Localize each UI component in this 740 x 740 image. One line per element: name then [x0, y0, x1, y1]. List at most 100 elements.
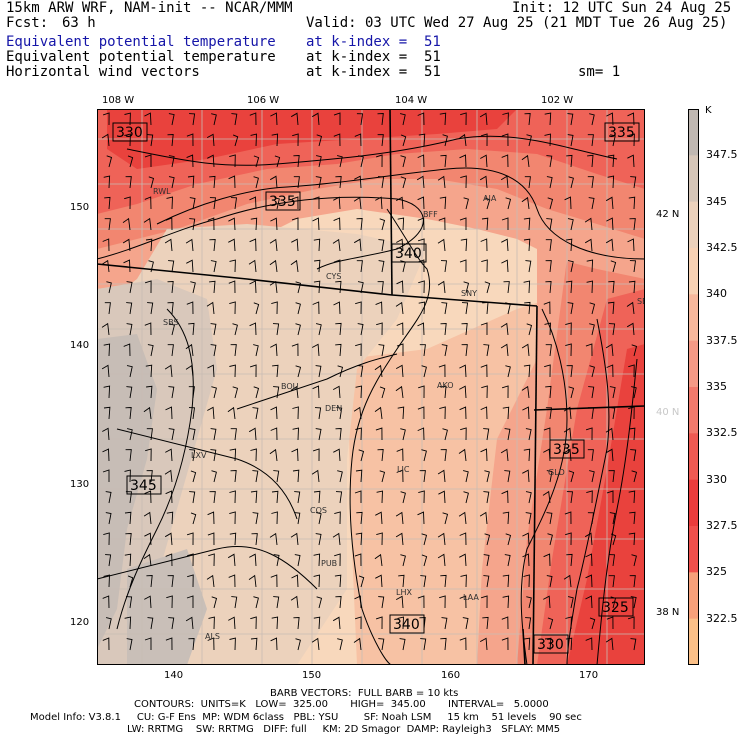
wind-barb: [270, 427, 278, 441]
wind-barb: [483, 344, 490, 357]
wind-barb: [106, 281, 112, 294]
wind-barb: [501, 217, 509, 230]
colorbar-segment: [688, 479, 699, 527]
wind-barb: [249, 280, 257, 294]
wind-barb: [333, 133, 341, 147]
wind-barb: [332, 385, 341, 399]
wind-barb: [546, 470, 553, 483]
wind-barb: [333, 259, 341, 273]
wind-barb: [335, 280, 342, 294]
wind-barb: [396, 322, 404, 336]
wind-barb: [501, 238, 509, 252]
wind-barb: [504, 554, 511, 567]
wind-barb: [270, 112, 278, 126]
wind-barb: [440, 449, 447, 462]
lat-label-38n: 38 N: [656, 607, 680, 618]
wind-barb: [144, 112, 152, 126]
wind-barb: [353, 637, 362, 651]
wind-barb: [502, 595, 510, 609]
wind-barb: [587, 176, 594, 189]
wind-barb: [269, 448, 278, 462]
wind-barb: [313, 616, 321, 630]
wind-barb: [522, 406, 530, 420]
wind-barb: [271, 511, 278, 525]
wind-barb: [336, 407, 343, 420]
wind-barb: [103, 385, 111, 399]
wind-barb: [270, 637, 278, 651]
wind-barb: [547, 197, 554, 210]
wind-barb: [295, 638, 301, 651]
wind-barb: [585, 553, 593, 567]
wind-barb: [440, 260, 448, 273]
wind-barb: [164, 469, 173, 483]
wind-barb: [185, 616, 194, 630]
wind-barb: [546, 176, 553, 189]
wind-barb: [148, 260, 154, 273]
wind-barb: [144, 154, 152, 167]
wind-barb: [315, 176, 322, 189]
field-name-2: Equivalent potential temperature: [6, 49, 276, 65]
wind-barb: [228, 616, 236, 630]
smoothing-value: sm= 1: [578, 64, 621, 80]
lon-label-108w: 108 W: [102, 95, 135, 106]
wind-barb: [500, 322, 509, 336]
wind-barb: [231, 596, 238, 609]
wind-barb: [374, 364, 383, 378]
colorbar-label: 335: [706, 380, 727, 393]
wind-barb: [357, 281, 364, 294]
wind-barb: [354, 616, 362, 630]
wind-barb: [189, 491, 196, 504]
wind-barb: [312, 448, 320, 462]
wind-barb: [400, 491, 406, 504]
wind-barb: [526, 596, 532, 609]
wind-barb: [312, 217, 320, 231]
wind-barb: [166, 595, 173, 609]
wind-barb: [606, 112, 614, 126]
wind-barb: [188, 638, 195, 651]
wind-barb: [290, 385, 299, 399]
city-sbe: SBE: [637, 297, 645, 306]
field-level-1: at k-index = 51: [306, 34, 441, 50]
wind-barb: [378, 239, 385, 252]
wind-barb: [565, 532, 572, 546]
wind-barb: [209, 175, 216, 189]
wind-barb: [271, 490, 279, 504]
wind-barb: [626, 301, 635, 315]
wind-barb: [228, 175, 236, 189]
city-ako: AKO: [437, 381, 454, 390]
wind-barb: [544, 364, 551, 378]
field-level-3: at k-index = 51: [306, 64, 441, 80]
wind-barb: [610, 533, 617, 546]
wind-barb: [106, 155, 113, 168]
city-aia: AIA: [483, 194, 497, 203]
wind-barb: [584, 532, 593, 546]
contour-label-325-se: 325: [598, 597, 634, 617]
wind-barb: [417, 154, 425, 168]
wind-barb: [231, 113, 238, 126]
wind-barb: [501, 154, 509, 168]
wind-barb: [101, 259, 110, 273]
wind-barb: [103, 343, 111, 357]
wind-barb: [356, 511, 363, 525]
wind-barb: [417, 196, 425, 210]
wind-barb: [567, 260, 574, 273]
wind-barb: [124, 112, 131, 126]
wind-barb: [103, 175, 111, 189]
wind-barb: [440, 154, 447, 168]
wind-barb: [544, 637, 552, 651]
wind-barb: [480, 133, 488, 147]
wind-barb: [589, 470, 595, 483]
wind-barb: [437, 553, 446, 567]
wind-barb: [187, 553, 194, 567]
wind-barb: [165, 490, 173, 504]
wind-barb: [316, 596, 323, 609]
wind-barb: [101, 322, 110, 336]
wind-barb: [144, 490, 152, 504]
wind-barb: [295, 365, 302, 378]
svg-text:335: 335: [608, 125, 635, 141]
wind-barb: [627, 112, 635, 126]
wind-barb: [608, 470, 615, 483]
wind-barb: [505, 302, 511, 315]
wind-barb: [378, 344, 385, 357]
wind-barb: [483, 428, 490, 441]
